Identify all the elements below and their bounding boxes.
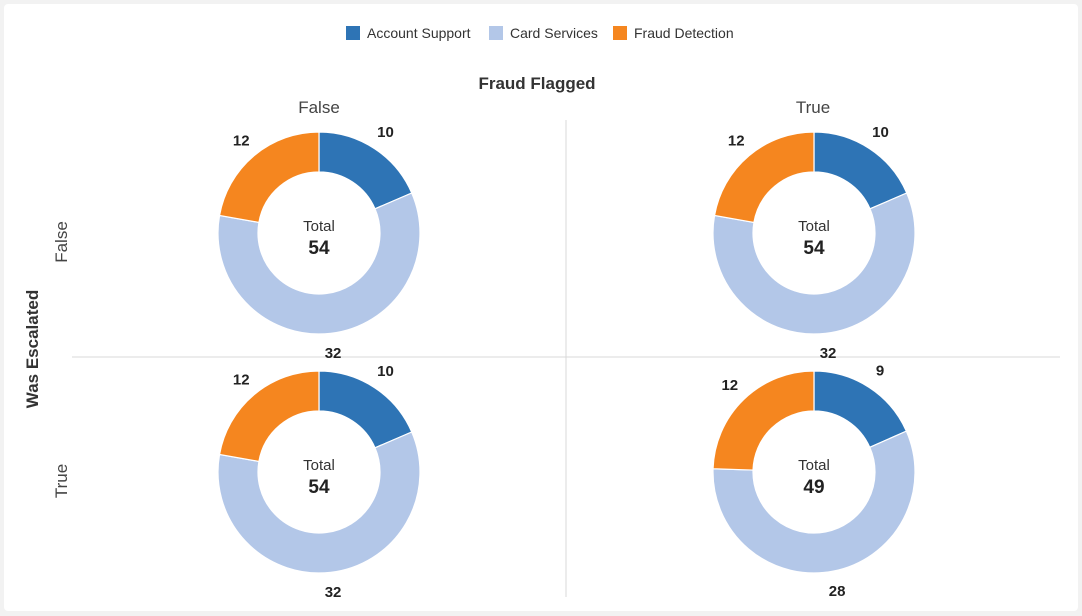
- row-facet-title: Was Escalated: [23, 290, 42, 408]
- center-total-label: Total: [303, 457, 335, 474]
- donut-panel-escalated-true-flagged-false: 10 32 12 Total 54: [217, 363, 421, 601]
- slice-value-label-account-support: 9: [876, 363, 884, 380]
- slice-card-services[interactable]: [217, 192, 421, 335]
- slice-value-label-fraud-detection: 12: [233, 371, 250, 388]
- donut-panel-escalated-false-flagged-false: 10 32 12 Total 54: [217, 124, 421, 362]
- slice-account-support[interactable]: [318, 131, 413, 210]
- donut-facet-chart: Account Support Card Services Fraud Detect…: [23, 25, 1060, 601]
- center-total-label: Total: [303, 218, 335, 235]
- slice-value-label-account-support: 10: [872, 124, 889, 141]
- slice-card-services[interactable]: [712, 192, 916, 335]
- legend: Account Support Card Services Fraud Detect…: [346, 25, 734, 41]
- center-total-value: 54: [803, 238, 825, 259]
- slice-value-label-card-services: 32: [325, 345, 342, 362]
- slice-value-label-fraud-detection: 12: [233, 132, 250, 149]
- slice-card-services[interactable]: [712, 430, 916, 574]
- slice-value-label-card-services: 32: [325, 584, 342, 601]
- slice-fraud-detection[interactable]: [218, 370, 320, 463]
- chart-title: Fraud Flagged: [478, 74, 595, 93]
- slice-value-label-account-support: 10: [377, 124, 394, 141]
- slice-fraud-detection[interactable]: [713, 131, 815, 224]
- legend-label-fraud-detection[interactable]: Fraud Detection: [634, 25, 734, 41]
- slice-fraud-detection[interactable]: [218, 131, 320, 224]
- legend-label-card-services[interactable]: Card Services: [510, 25, 598, 41]
- slice-value-label-fraud-detection: 12: [721, 377, 738, 394]
- center-total-label: Total: [798, 457, 830, 474]
- center-total-value: 54: [308, 238, 330, 259]
- center-total-value: 54: [308, 477, 330, 498]
- center-total-label: Total: [798, 218, 830, 235]
- legend-swatch-fraud-detection[interactable]: [613, 26, 627, 40]
- legend-swatch-card-services[interactable]: [489, 26, 503, 40]
- slice-value-label-card-services: 28: [829, 583, 846, 600]
- slice-value-label-account-support: 10: [377, 363, 394, 380]
- column-facet-label-true: True: [796, 98, 830, 117]
- donut-panels: 10 32 12 Total 54 10 32 12 Total 54 10 32 12 Total 54 9…: [217, 124, 916, 601]
- slice-value-label-fraud-detection: 12: [728, 132, 745, 149]
- slice-account-support[interactable]: [318, 370, 413, 449]
- chart-card: Account Support Card Services Fraud Detect…: [4, 4, 1078, 611]
- row-facet-label-false: False: [52, 221, 71, 263]
- column-facet-label-false: False: [298, 98, 340, 117]
- slice-fraud-detection[interactable]: [712, 370, 815, 471]
- center-total-value: 49: [803, 477, 824, 498]
- slice-value-label-card-services: 32: [820, 345, 837, 362]
- slice-account-support[interactable]: [813, 370, 908, 449]
- slice-card-services[interactable]: [217, 431, 421, 574]
- donut-panel-escalated-false-flagged-true: 10 32 12 Total 54: [712, 124, 916, 362]
- legend-label-account-support[interactable]: Account Support: [367, 25, 471, 41]
- slice-account-support[interactable]: [813, 131, 908, 210]
- donut-panel-escalated-true-flagged-true: 9 28 12 Total 49: [712, 363, 916, 600]
- row-facet-label-true: True: [52, 464, 71, 498]
- legend-swatch-account-support[interactable]: [346, 26, 360, 40]
